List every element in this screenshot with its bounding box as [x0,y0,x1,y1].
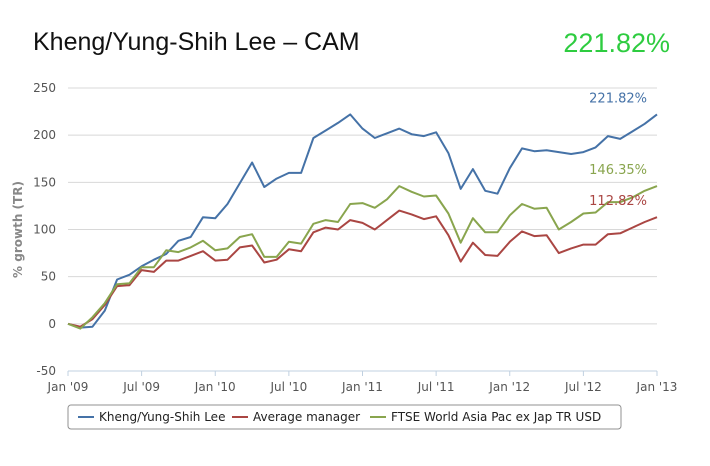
series-end-label-0: 221.82% [589,91,647,106]
legend-box [67,404,622,430]
series-end-label-2: 146.35% [589,163,647,178]
x-tick-label: Jan '11 [341,380,383,394]
chart-title: Kheng/Yung-Shih Lee – CAM [33,28,360,56]
series-line-1 [67,209,658,328]
series-line-2 [67,185,658,330]
legend-item-2[interactable]: FTSE World Asia Pac ex Jap TR USD [391,410,601,424]
x-tick-label: Jan '12 [488,380,530,394]
x-tick-label: Jan '13 [636,380,678,394]
series-line-0 [67,113,658,329]
x-tick-label: Jul '12 [564,380,602,394]
y-axis-label: % growth (TR) [11,181,25,278]
legend-item-0[interactable]: Kheng/Yung-Shih Lee [99,410,225,424]
series-end-label-1: 112.82% [589,194,647,209]
headline-value: 221.82% [563,28,670,58]
x-tick-label: Jul '11 [417,380,455,394]
x-tick-label: Jul '09 [122,380,160,394]
x-tick-label: Jan '09 [47,380,89,394]
x-tick-label: Jan '10 [194,380,236,394]
y-tick-label: -50 [36,364,56,378]
legend-item-1[interactable]: Average manager [253,410,360,424]
y-tick-label: 50 [41,270,56,284]
y-tick-label: 200 [33,128,56,142]
y-tick-label: 150 [33,175,56,189]
y-tick-label: 250 [33,81,56,95]
y-tick-label: 100 [33,223,56,237]
x-tick-label: Jul '10 [269,380,307,394]
y-tick-label: 0 [48,317,56,331]
